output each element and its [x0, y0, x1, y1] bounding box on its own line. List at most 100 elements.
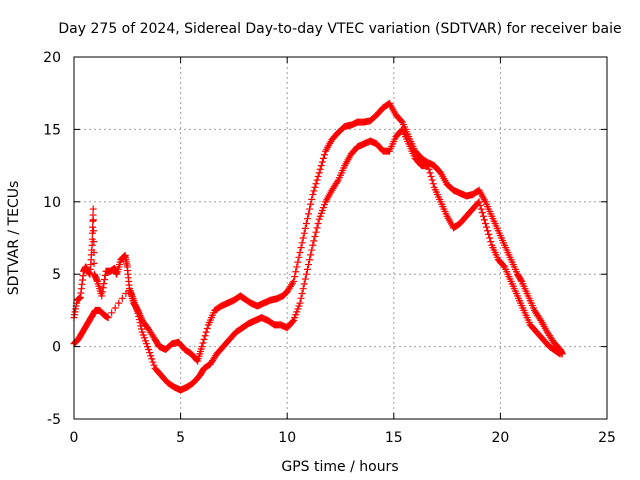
- point-marker: [299, 234, 307, 242]
- point-marker: [292, 268, 300, 276]
- point-marker: [148, 355, 156, 363]
- point-marker: [429, 180, 437, 188]
- point-marker: [291, 273, 299, 281]
- point-marker: [138, 325, 146, 333]
- point-marker: [145, 345, 153, 353]
- point-marker: [293, 263, 301, 271]
- point-marker: [310, 237, 318, 245]
- point-marker: [486, 234, 494, 242]
- point-marker: [289, 318, 297, 326]
- point-marker: [297, 294, 305, 302]
- point-marker: [98, 292, 106, 300]
- point-marker: [294, 258, 302, 266]
- point-marker: [202, 328, 210, 336]
- point-marker: [321, 151, 329, 159]
- point-marker: [201, 332, 209, 340]
- y-tick-label: 15: [43, 122, 61, 138]
- point-marker: [104, 314, 112, 322]
- series-trace-lower: [70, 125, 564, 394]
- point-marker: [485, 230, 493, 238]
- point-marker: [122, 290, 130, 298]
- point-marker: [200, 335, 208, 343]
- point-marker: [426, 169, 434, 177]
- point-marker: [307, 200, 315, 208]
- point-marker: [296, 299, 304, 307]
- point-marker: [315, 169, 323, 177]
- point-marker: [425, 165, 433, 173]
- plot-frame: [73, 56, 608, 420]
- point-marker: [312, 180, 320, 188]
- point-marker: [150, 361, 158, 369]
- point-marker: [316, 165, 324, 173]
- point-marker: [483, 223, 491, 231]
- x-axis-label: GPS time / hours: [281, 459, 398, 475]
- point-marker: [309, 191, 317, 199]
- x-tick-label: 20: [491, 430, 509, 446]
- x-tick-label: 0: [70, 430, 79, 446]
- axis-ticks: 0 5 10 15 20 25 -5 0 5 10 15 20: [43, 50, 616, 446]
- point-marker: [146, 349, 154, 357]
- point-marker: [397, 117, 405, 125]
- point-marker: [475, 198, 483, 206]
- point-marker: [301, 224, 309, 232]
- point-marker: [101, 271, 109, 279]
- point-marker: [298, 239, 306, 247]
- point-marker: [89, 205, 97, 213]
- point-marker: [100, 280, 108, 288]
- x-tick-label: 25: [598, 430, 616, 446]
- point-marker: [306, 256, 314, 264]
- point-marker: [120, 252, 128, 260]
- point-marker: [314, 220, 322, 228]
- y-tick-label: 20: [43, 50, 61, 66]
- point-marker: [312, 228, 320, 236]
- point-marker: [198, 343, 206, 351]
- point-marker: [480, 216, 488, 224]
- point-marker: [99, 284, 107, 292]
- point-marker: [310, 187, 318, 195]
- point-marker: [90, 259, 98, 267]
- point-marker: [101, 276, 109, 284]
- point-marker: [135, 316, 143, 324]
- point-marker: [500, 262, 508, 270]
- point-marker: [311, 233, 319, 241]
- point-marker: [476, 201, 484, 209]
- point-marker: [308, 195, 316, 203]
- point-marker: [299, 285, 307, 293]
- point-marker: [136, 319, 144, 327]
- point-marker: [306, 205, 314, 213]
- point-marker: [536, 315, 544, 323]
- x-tick-label: 15: [385, 430, 403, 446]
- point-marker: [137, 322, 145, 330]
- point-marker: [311, 183, 319, 191]
- point-marker: [298, 290, 306, 298]
- point-marker: [333, 178, 341, 186]
- point-marker: [297, 244, 305, 252]
- point-marker: [115, 299, 123, 307]
- point-marker: [108, 309, 116, 317]
- point-marker: [89, 223, 97, 231]
- chart-title: Day 275 of 2024, Sidereal Day-to-day VTE…: [58, 21, 621, 37]
- point-marker: [90, 227, 98, 235]
- point-marker: [303, 265, 311, 273]
- point-marker: [313, 224, 321, 232]
- point-marker: [317, 162, 325, 170]
- point-marker: [301, 275, 309, 283]
- point-marker: [90, 248, 98, 256]
- point-marker: [428, 176, 436, 184]
- point-marker: [305, 261, 313, 269]
- point-marker: [556, 350, 564, 358]
- y-tick-label: -5: [47, 412, 61, 428]
- point-marker: [111, 304, 119, 312]
- point-marker: [427, 172, 435, 180]
- x-tick-label: 10: [278, 430, 296, 446]
- point-marker: [314, 172, 322, 180]
- point-marker: [98, 288, 106, 296]
- point-marker: [478, 209, 486, 217]
- point-marker: [134, 309, 142, 317]
- point-marker: [88, 241, 96, 249]
- point-marker: [479, 212, 487, 220]
- point-marker: [424, 162, 432, 170]
- point-marker: [89, 216, 97, 224]
- x-tick-label: 5: [176, 430, 185, 446]
- point-marker: [135, 312, 143, 320]
